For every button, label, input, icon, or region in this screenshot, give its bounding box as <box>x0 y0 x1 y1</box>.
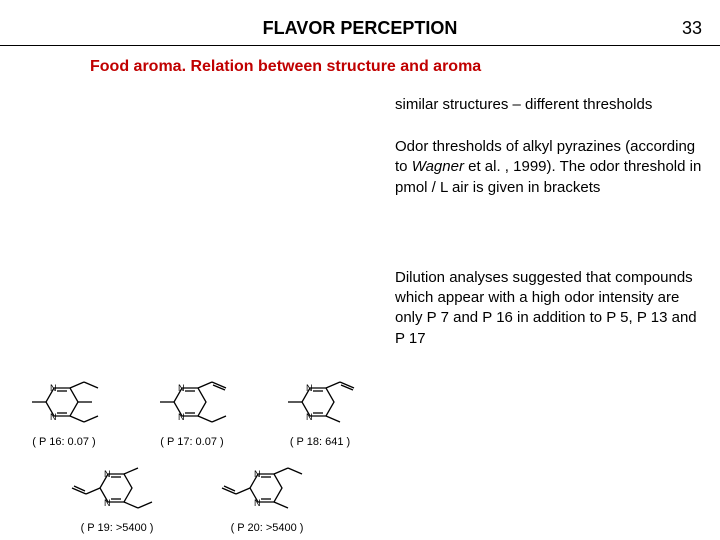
molecule-p18-svg: N N <box>270 380 370 434</box>
structures-row1: N N ( P 16: 0.07 ) N N <box>14 380 394 448</box>
molecule-p17-label: ( P 17: 0.07 ) <box>142 436 242 448</box>
molecule-p17: N N ( P 17: 0.07 ) <box>142 380 242 448</box>
header: FLAVOR PERCEPTION 33 <box>0 0 720 46</box>
molecule-p20: N N ( P 20: >5400 ) <box>212 466 322 534</box>
structures-row2: N N ( P 19: >5400 ) N N <box>14 466 394 534</box>
molecule-p18-label: ( P 18: 641 ) <box>270 436 370 448</box>
tagline: similar structures – different threshold… <box>395 96 705 113</box>
structures-panel: N N ( P 16: 0.07 ) N N <box>14 380 394 534</box>
page-number: 33 <box>682 18 702 39</box>
page-title: FLAVOR PERCEPTION <box>0 18 720 39</box>
caption-italic: Wagner <box>412 158 464 175</box>
molecule-p16-label: ( P 16: 0.07 ) <box>14 436 114 448</box>
molecule-p16: N N ( P 16: 0.07 ) <box>14 380 114 448</box>
molecule-p19: N N ( P 19: >5400 ) <box>62 466 172 534</box>
svg-text:N: N <box>306 412 313 422</box>
svg-text:N: N <box>50 383 57 393</box>
subheading: Food aroma. Relation between structure a… <box>0 46 720 82</box>
svg-text:N: N <box>254 498 261 508</box>
molecule-p19-label: ( P 19: >5400 ) <box>62 522 172 534</box>
svg-text:N: N <box>178 412 185 422</box>
svg-text:N: N <box>306 383 313 393</box>
svg-text:N: N <box>178 383 185 393</box>
molecule-p19-svg: N N <box>62 466 172 520</box>
molecule-p17-svg: N N <box>142 380 242 434</box>
molecule-p16-svg: N N <box>14 380 114 434</box>
svg-text:N: N <box>104 469 111 479</box>
content-right: similar structures – different threshold… <box>395 96 705 349</box>
paragraph: Dilution analyses suggested that compoun… <box>395 268 705 349</box>
molecule-p18: N N ( P 18: 641 ) <box>270 380 370 448</box>
svg-text:N: N <box>254 469 261 479</box>
svg-text:N: N <box>104 498 111 508</box>
molecule-p20-svg: N N <box>212 466 322 520</box>
svg-text:N: N <box>50 412 57 422</box>
molecule-p20-label: ( P 20: >5400 ) <box>212 522 322 534</box>
caption: Odor thresholds of alkyl pyrazines (acco… <box>395 137 705 198</box>
